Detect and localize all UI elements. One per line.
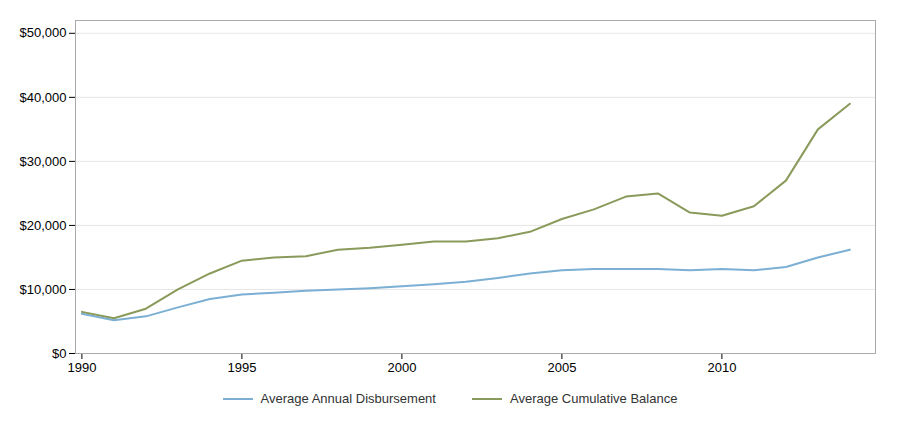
- svg-text:$50,000: $50,000: [20, 25, 67, 40]
- svg-text:$20,000: $20,000: [20, 218, 67, 233]
- svg-text:$40,000: $40,000: [20, 90, 67, 105]
- svg-text:2005: 2005: [547, 360, 576, 375]
- html-text:Average Annual Disbursement: Average Annual Disbursement: [260, 391, 436, 406]
- html-text:Average Cumulative Balance: Average Cumulative Balance: [510, 391, 678, 406]
- svg-text:1995: 1995: [227, 360, 256, 375]
- svg-text:1990: 1990: [67, 360, 96, 375]
- svg-text:$0: $0: [52, 346, 66, 361]
- svg-text:$10,000: $10,000: [20, 282, 67, 297]
- svg-text:2010: 2010: [707, 360, 736, 375]
- svg-text:$30,000: $30,000: [20, 154, 67, 169]
- svg-text:2000: 2000: [387, 360, 416, 375]
